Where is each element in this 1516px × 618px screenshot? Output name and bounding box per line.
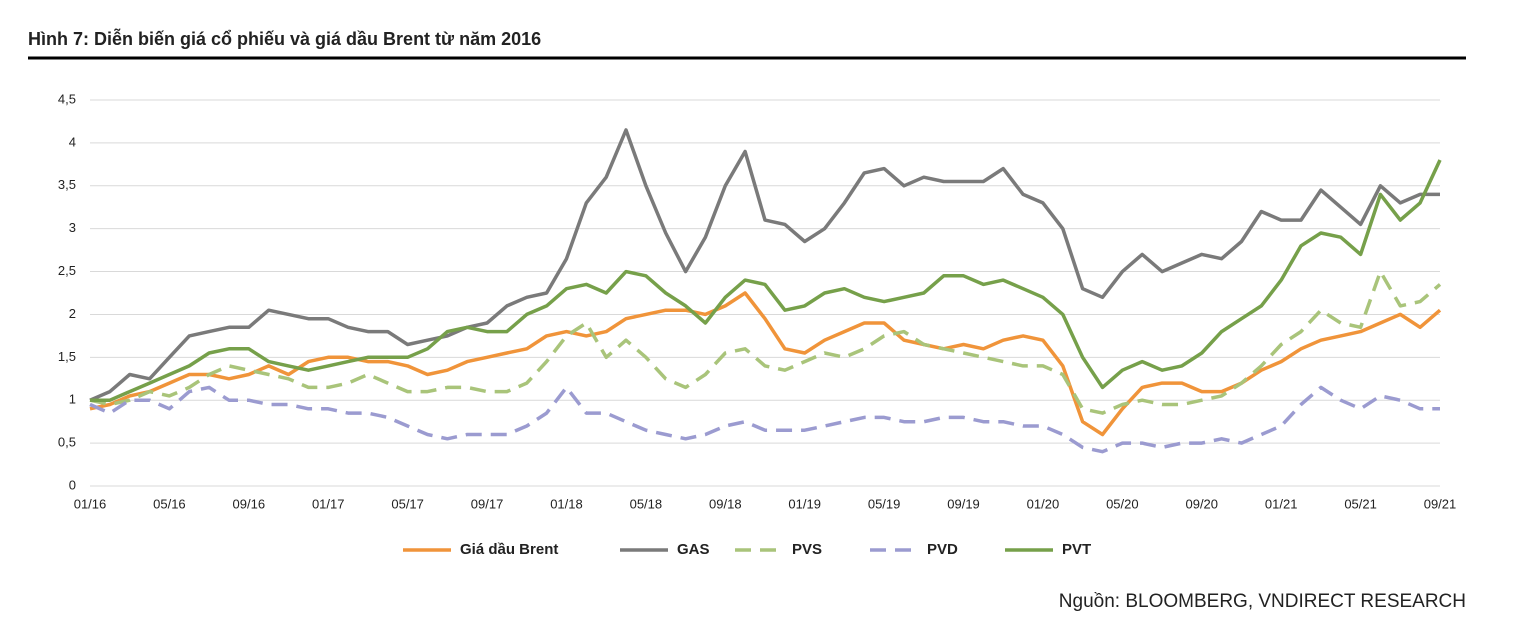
- chart-title: Hình 7: Diễn biến giá cổ phiếu và giá dầ…: [28, 28, 541, 49]
- source-note: Nguồn: BLOOMBERG, VNDIRECT RESEARCH: [1059, 591, 1466, 612]
- x-tick-label: 09/19: [947, 496, 980, 511]
- y-tick-label: 3: [69, 220, 76, 235]
- x-tick-label: 05/18: [630, 496, 663, 511]
- y-tick-label: 2: [69, 306, 76, 321]
- x-tick-label: 01/20: [1027, 496, 1060, 511]
- legend-label: GAS: [677, 541, 710, 558]
- x-tick-label: 01/21: [1265, 496, 1298, 511]
- x-tick-label: 01/19: [788, 496, 821, 511]
- legend-label: PVD: [927, 541, 958, 558]
- x-tick-label: 09/18: [709, 496, 742, 511]
- legend-label: PVS: [792, 541, 822, 558]
- x-tick-label: 05/21: [1344, 496, 1377, 511]
- x-tick-label: 05/20: [1106, 496, 1139, 511]
- series-line: [89, 269, 1442, 415]
- x-tick-label: 09/17: [471, 496, 504, 511]
- x-tick-label: 05/19: [868, 496, 901, 511]
- x-tick-label: 01/18: [550, 496, 583, 511]
- x-tick-label: 05/17: [391, 496, 424, 511]
- y-tick-label: 0: [69, 477, 76, 492]
- legend-label: Giá dầu Brent: [460, 541, 558, 558]
- series-line: [89, 291, 1442, 437]
- x-tick-label: 05/16: [153, 496, 186, 511]
- y-tick-label: 3,5: [58, 177, 76, 192]
- x-tick-label: 01/16: [74, 496, 107, 511]
- y-tick-label: 0,5: [58, 435, 76, 450]
- y-tick-label: 4,5: [58, 91, 76, 106]
- x-tick-label: 01/17: [312, 496, 345, 511]
- legend-label: PVT: [1062, 541, 1091, 558]
- x-tick-label: 09/20: [1185, 496, 1218, 511]
- y-tick-label: 1,5: [58, 349, 76, 364]
- series-line: [89, 128, 1440, 402]
- series-line: [90, 159, 1442, 402]
- y-tick-label: 4: [69, 134, 76, 149]
- y-tick-label: 2,5: [58, 263, 76, 278]
- y-tick-label: 1: [69, 392, 76, 407]
- x-tick-label: 09/21: [1424, 496, 1457, 511]
- x-tick-label: 09/16: [233, 496, 266, 511]
- series-line: [89, 385, 1440, 454]
